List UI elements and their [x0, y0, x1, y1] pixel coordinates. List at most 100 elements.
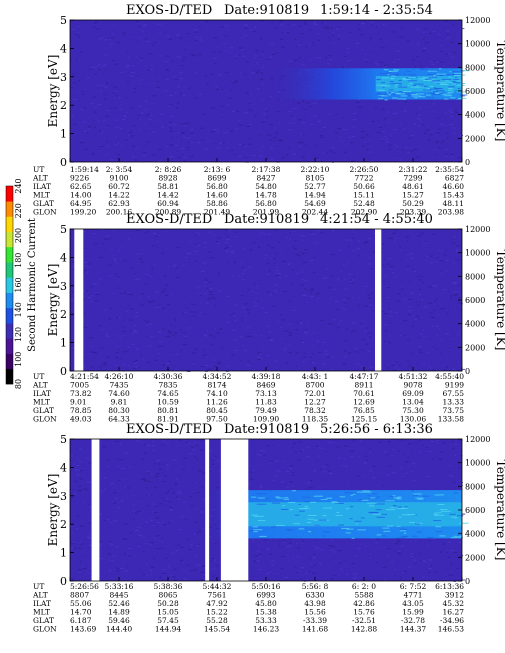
y-tick-label: 1: [60, 128, 67, 141]
table-cell: 78.85: [70, 406, 92, 415]
y2-tick-label: 0: [465, 158, 470, 167]
y2-tick-label: 6000: [465, 296, 485, 305]
table-cell: -32.78: [401, 616, 425, 625]
table-cell: 4:43: 1: [302, 372, 329, 381]
table-row-label: GLAT: [33, 406, 54, 415]
panel-date: Date:910819: [224, 422, 309, 437]
y-tick-label: 0: [60, 575, 67, 588]
y2-tick-label: 4000: [465, 111, 485, 120]
table-cell: 45.32: [443, 599, 465, 608]
y2-axis-label: Temperature [K]: [494, 41, 505, 142]
table-cell: 74.10: [206, 389, 228, 398]
colorbar-segment: [6, 201, 13, 217]
colorbar-tick-label: 140: [14, 302, 23, 317]
colorbar-segment: [6, 246, 13, 263]
panel-date: Date:910819: [224, 212, 309, 227]
panel-date: Date:910819: [224, 3, 309, 18]
table-cell: 52.48: [353, 199, 375, 208]
y-tick-label: 4: [60, 251, 67, 264]
table-cell: 6: 7:52: [400, 582, 427, 591]
table-row-label: UT: [33, 372, 44, 381]
y-tick-label: 1: [60, 547, 67, 560]
table-cell: 52.46: [108, 599, 130, 608]
table-row-label: UT: [33, 582, 44, 591]
colorbar: 80 100 120 140 160 180 200 220 240 Second Harmoni…: [5, 178, 38, 389]
table-cell: 42.86: [353, 599, 375, 608]
table-cell: 9.81: [111, 398, 128, 407]
table-cell: 14.42: [157, 191, 179, 200]
table-cell: 58.81: [157, 182, 178, 191]
table-cell: 64.95: [70, 199, 92, 208]
table-row-label: UT: [33, 165, 44, 174]
table-cell: 7561: [207, 591, 226, 600]
table-cell: 8469: [256, 381, 275, 390]
table-cell: 202.90: [351, 208, 377, 217]
table-cell: 9078: [403, 381, 422, 390]
colorbar-tick-label: 240: [14, 178, 23, 193]
table-cell: 15.27: [402, 191, 424, 200]
colorbar-segment: [6, 338, 13, 354]
table-cell: 6330: [305, 591, 324, 600]
table-cell: 15.11: [353, 191, 374, 200]
energy-band-core: [246, 502, 462, 527]
table-cell: 4771: [403, 591, 422, 600]
band-streaks: [248, 490, 469, 539]
table-cell: 6827: [445, 174, 464, 183]
colorbar-tick-label: 100: [14, 352, 23, 367]
table-cell: 8105: [305, 174, 324, 183]
plot-background: [70, 229, 462, 371]
band-streaks: [376, 68, 471, 101]
y2-tick-label: 6000: [465, 506, 485, 515]
table-cell: 72.01: [304, 389, 325, 398]
table-cell: 48.61: [402, 182, 423, 191]
table-cell: 3912: [445, 591, 464, 600]
table-cell: 4:30:36: [154, 372, 183, 381]
colorbar-segment: [6, 231, 13, 248]
table-cell: 13.04: [402, 398, 424, 407]
table-cell: 6: 2: 0: [352, 582, 376, 591]
table-cell: 11.26: [206, 398, 228, 407]
table-cell: 6993: [256, 591, 275, 600]
y-tick-label: 4: [60, 42, 67, 55]
table-cell: 58.86: [206, 199, 228, 208]
colorbar-tick-label: 180: [14, 253, 23, 268]
table-cell: 60.72: [108, 182, 130, 191]
table-cell: 2: 8:26: [155, 165, 182, 174]
colorbar-tick-label: 220: [14, 203, 23, 218]
y2-tick-label: 10000: [465, 40, 490, 49]
table-cell: 12.69: [353, 398, 375, 407]
y2-tick-label: 8000: [465, 482, 485, 491]
table-cell: 5:33:16: [105, 582, 134, 591]
table-cell: 74.60: [108, 389, 130, 398]
table-cell: 203.39: [400, 208, 426, 217]
colorbar-tick-label: 200: [14, 228, 23, 243]
table-cell: 73.82: [70, 389, 92, 398]
table-cell: 130.06: [400, 415, 426, 424]
table-cell: 9100: [109, 174, 128, 183]
table-row-label: GLAT: [33, 199, 54, 208]
y2-tick-label: 8000: [465, 272, 485, 281]
table-cell: 14.94: [304, 191, 326, 200]
table-cell: 2:13: 6: [204, 165, 231, 174]
table-cell: -32.51: [352, 616, 376, 625]
y-axis-label: Energy [eV]: [46, 55, 60, 128]
table-cell: 15.38: [255, 608, 277, 617]
table-row-label: GLON: [33, 208, 57, 217]
table-cell: 144.40: [106, 625, 132, 634]
table-cell: 50.66: [353, 182, 375, 191]
table-cell: 4:55:40: [435, 372, 464, 381]
y-tick-label: 0: [60, 156, 67, 169]
y2-tick-label: 2000: [465, 134, 485, 143]
table-cell: 203.98: [438, 208, 464, 217]
y2-tick-label: 12000: [465, 225, 490, 234]
data-gap: [91, 439, 100, 581]
y2-tick-label: 0: [465, 367, 470, 376]
table-cell: 5:26:56: [70, 582, 99, 591]
table-cell: 2:17:38: [252, 165, 281, 174]
y-tick-label: 0: [60, 365, 67, 378]
y-tick-label: 2: [60, 99, 67, 112]
table-cell: 1:59:14: [70, 165, 99, 174]
